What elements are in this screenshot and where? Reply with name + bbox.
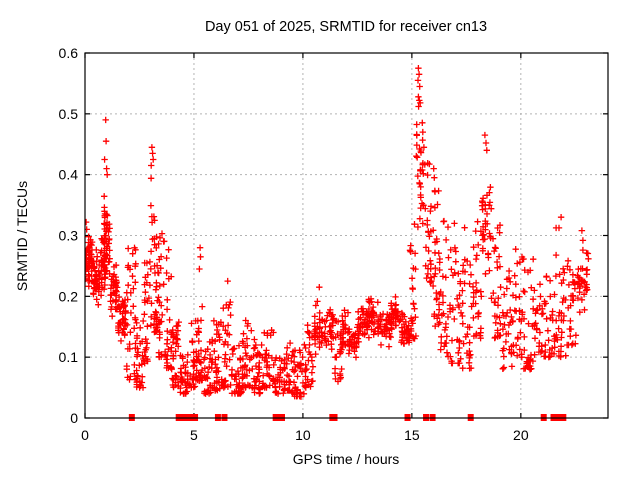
x-tick-label: 5 xyxy=(190,427,198,443)
scatter-points-series xyxy=(85,65,592,400)
y-tick-label: 0.1 xyxy=(59,349,79,365)
y-tick-label: 0.2 xyxy=(59,288,79,304)
plot-border xyxy=(84,52,609,419)
x-tick-label: 10 xyxy=(295,427,311,443)
chart-title: Day 051 of 2025, SRMTID for receiver cn1… xyxy=(205,19,487,35)
x-tick-label: 15 xyxy=(404,427,420,443)
srmtid-plus-markers xyxy=(85,65,592,400)
y-tick-label: 0.4 xyxy=(59,167,79,183)
tick-labels: 0 5 10 15 20 0 0.1 0.2 0.3 0.4 0.5 0.6 xyxy=(59,45,529,443)
y-tick-label: 0 xyxy=(70,410,78,426)
y-tick-label: 0.5 xyxy=(59,106,79,122)
x-axis-label: GPS time / hours xyxy=(293,451,400,467)
y-axis-label: SRMTID / TECUs xyxy=(14,181,30,291)
y-tick-label: 0.6 xyxy=(59,45,79,61)
x-tick-label: 20 xyxy=(513,427,529,443)
y-tick-label: 0.3 xyxy=(59,228,79,244)
x-tick-label: 0 xyxy=(81,427,89,443)
